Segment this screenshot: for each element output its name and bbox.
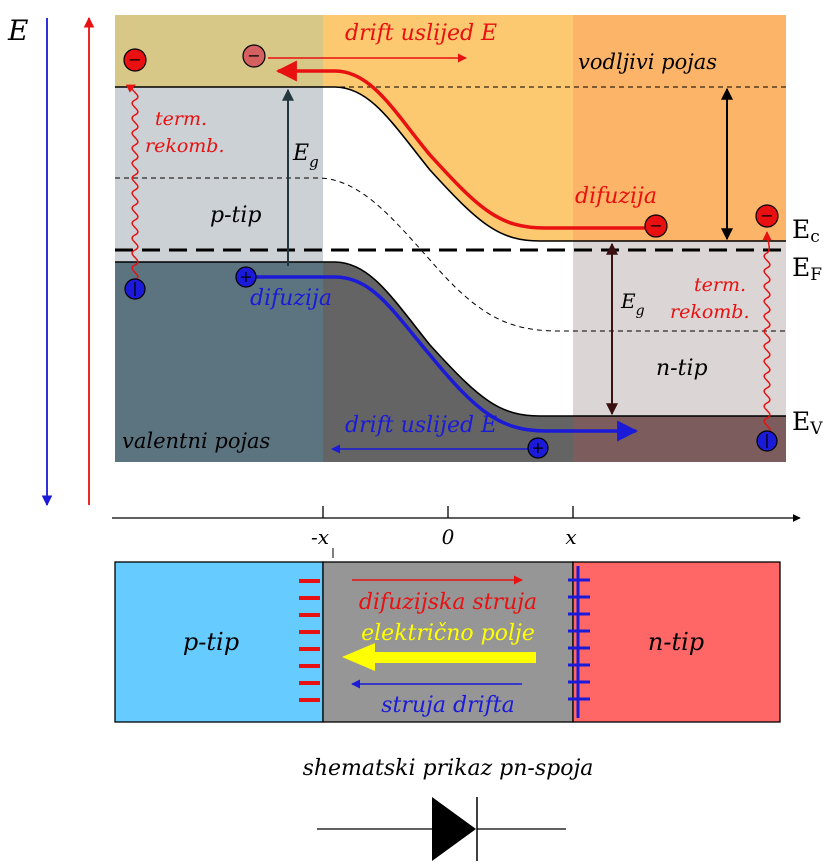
recombination-wave-left xyxy=(125,84,139,281)
valence-band-edge xyxy=(115,261,786,417)
ef-label: EF xyxy=(792,253,822,285)
drift-holes-label: drift uslijed E xyxy=(345,413,497,438)
negative-charges xyxy=(299,579,320,702)
x-tick-zero: 0 xyxy=(442,525,455,549)
x-tick-pos: x xyxy=(565,525,576,549)
n-type-band-label: n-tip xyxy=(656,356,708,381)
positive-charges xyxy=(568,566,590,718)
drift-electrons-label: drift uslijed E xyxy=(345,21,497,46)
hole-particle xyxy=(756,430,778,452)
svg-text:−: − xyxy=(649,216,662,235)
schematic-caption: shematski prikaz pn-spoja xyxy=(303,756,594,781)
band-gap-left-label: Eg xyxy=(292,141,319,171)
diffusion-holes-label: difuzija xyxy=(250,286,332,311)
pn-junction-schematic: difuzijska struja električno polje struj… xyxy=(114,561,781,723)
term-rekomb-left-label-1: term. xyxy=(155,108,207,130)
electron-diffusion-path xyxy=(275,60,646,230)
band-gap-right-label: Eg xyxy=(620,289,645,319)
diode-symbol xyxy=(317,797,566,861)
n-type-region-label: n-tip xyxy=(648,628,704,656)
ev-label: EV xyxy=(792,407,823,439)
depletion-region xyxy=(322,561,574,723)
conduction-band-label: vodljivi pojas xyxy=(578,50,717,74)
svg-text:−: − xyxy=(760,206,773,225)
recombination-wave-right xyxy=(762,231,772,434)
electron-particle: − xyxy=(644,214,668,238)
electron-particle: − xyxy=(123,48,147,72)
intrinsic-level-line xyxy=(115,177,786,332)
conduction-band-edge xyxy=(115,86,786,242)
hole-particle: + xyxy=(527,437,549,459)
valence-band-label: valentni pojas xyxy=(122,429,271,453)
diffusion-current-label: difuzijska struja xyxy=(359,590,537,615)
p-type-band-label: p-tip xyxy=(210,203,261,228)
svg-text:+: + xyxy=(239,267,252,286)
energy-axis-label: E xyxy=(7,14,28,47)
p-type-region-label: p-tip xyxy=(183,628,239,656)
electron-particle: − xyxy=(755,204,779,228)
term-rekomb-right-label-2: rekomb. xyxy=(670,301,750,323)
p-region xyxy=(114,561,324,723)
hole-particle xyxy=(124,278,146,300)
hole-particle: + xyxy=(235,266,257,288)
term-rekomb-right-label-1: term. xyxy=(694,274,746,296)
svg-text:−: − xyxy=(128,50,141,69)
drift-current-label: struja drifta xyxy=(381,693,514,718)
hole-diffusion-path xyxy=(256,275,639,442)
electric-field-arrow xyxy=(342,643,536,671)
svg-text:+: + xyxy=(531,438,544,457)
diffusion-electrons-label: difuzija xyxy=(575,184,657,209)
ec-label: Ec xyxy=(792,215,820,247)
band-diagram: − − − − + + drift usli xyxy=(115,15,786,462)
x-tick-neg: -x xyxy=(311,525,329,549)
n-region xyxy=(572,561,781,723)
electron-particle: − xyxy=(242,44,266,68)
electric-field-label: električno polje xyxy=(361,621,535,646)
term-rekomb-left-label-2: rekomb. xyxy=(145,135,225,157)
x-axis: -x 0 x xyxy=(112,506,801,558)
svg-text:−: − xyxy=(247,46,260,65)
